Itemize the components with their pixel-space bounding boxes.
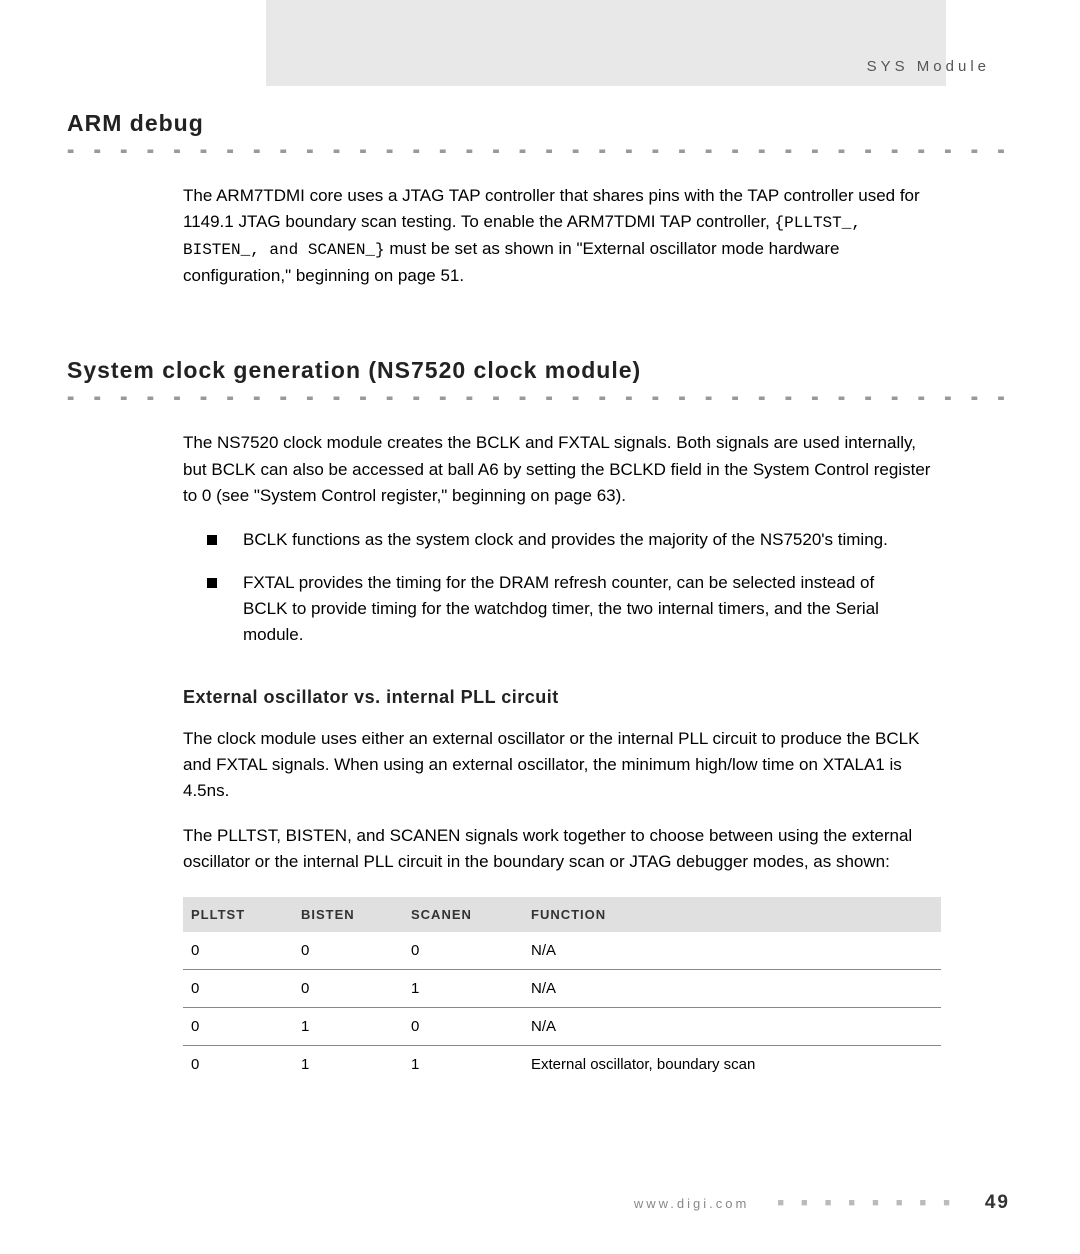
table-row: 0 1 1 External oscillator, boundary scan [183, 1046, 941, 1084]
bullet-text: BCLK functions as the system clock and p… [243, 527, 923, 553]
td: 0 [183, 932, 293, 970]
table-row: 0 0 0 N/A [183, 932, 941, 970]
th-plltst: PLLTST [183, 897, 293, 932]
arm-debug-body: The ARM7TDMI core uses a JTAG TAP contro… [183, 183, 941, 289]
heading-arm-debug: ARM debug [67, 110, 1013, 137]
table-row: 0 1 0 N/A [183, 1008, 941, 1046]
footer-page-number: 49 [985, 1192, 1010, 1214]
bullet-text: FXTAL provides the timing for the DRAM r… [243, 570, 923, 649]
td: 1 [293, 1046, 403, 1084]
th-scanen: SCANEN [403, 897, 523, 932]
arm-debug-para1: The ARM7TDMI core uses a JTAG TAP contro… [183, 183, 941, 289]
footer-squares-icon: ■ ■ ■ ■ ■ ■ ■ ■ [777, 1197, 957, 1209]
td: 1 [403, 1046, 523, 1084]
td: 1 [403, 970, 523, 1008]
section-gap [67, 307, 1013, 357]
td: 0 [183, 1046, 293, 1084]
th-function: FUNCTION [523, 897, 941, 932]
td: External oscillator, boundary scan [523, 1046, 941, 1084]
header-module-label: SYS Module [867, 58, 990, 75]
bullet-square-icon [207, 578, 217, 588]
td: 0 [293, 970, 403, 1008]
th-bisten: BISTEN [293, 897, 403, 932]
heading-clock-gen: System clock generation (NS7520 clock mo… [67, 357, 1013, 384]
table-row: 0 0 1 N/A [183, 970, 941, 1008]
td: N/A [523, 970, 941, 1008]
dotted-rule: ■ ■ ■ ■ ■ ■ ■ ■ ■ ■ ■ ■ ■ ■ ■ ■ ■ ■ ■ ■ … [67, 145, 1013, 153]
td: 0 [183, 1008, 293, 1046]
clock-gen-body: The NS7520 clock module creates the BCLK… [183, 430, 941, 1083]
header-gray-band [266, 0, 946, 86]
td: 1 [293, 1008, 403, 1046]
table-header-row: PLLTST BISTEN SCANEN FUNCTION [183, 897, 941, 932]
bullet-item: FXTAL provides the timing for the DRAM r… [183, 570, 941, 649]
page-content: ARM debug ■ ■ ■ ■ ■ ■ ■ ■ ■ ■ ■ ■ ■ ■ ■ … [67, 110, 1013, 1083]
ext-osc-para2: The PLLTST, BISTEN, and SCANEN signals w… [183, 823, 941, 876]
subheading-ext-osc: External oscillator vs. internal PLL cir… [183, 687, 941, 708]
td: 0 [403, 1008, 523, 1046]
td: N/A [523, 1008, 941, 1046]
td: 0 [293, 932, 403, 970]
td: 0 [183, 970, 293, 1008]
td: N/A [523, 932, 941, 970]
td: 0 [403, 932, 523, 970]
footer-url: www.digi.com [634, 1196, 749, 1211]
bullet-square-icon [207, 535, 217, 545]
clock-gen-para1: The NS7520 clock module creates the BCLK… [183, 430, 941, 509]
bullet-item: BCLK functions as the system clock and p… [183, 527, 941, 553]
ext-osc-para1: The clock module uses either an external… [183, 726, 941, 805]
signal-mode-table: PLLTST BISTEN SCANEN FUNCTION 0 0 0 N/A … [183, 897, 941, 1083]
dotted-rule: ■ ■ ■ ■ ■ ■ ■ ■ ■ ■ ■ ■ ■ ■ ■ ■ ■ ■ ■ ■ … [67, 392, 1013, 400]
page-footer: www.digi.com ■ ■ ■ ■ ■ ■ ■ ■ 49 [0, 1192, 1080, 1214]
